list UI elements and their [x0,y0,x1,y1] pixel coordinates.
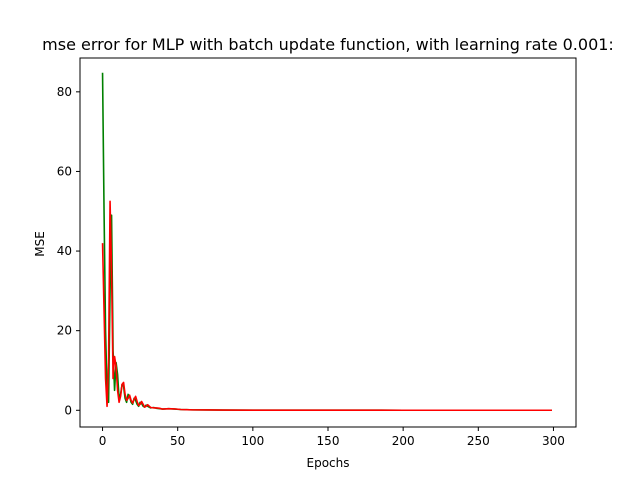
series-line-2 [101,200,552,412]
y-tick-label-0: 0 [64,403,72,417]
plot-area: 0 50 100 150 200 250 300 0 20 40 60 80 [57,57,577,448]
x-tick-label-100: 100 [241,434,264,448]
y-tick-label-60: 60 [57,164,72,178]
x-tick-label-300: 300 [542,434,565,448]
y-axis-label: MSE [33,231,47,257]
x-tick-label-250: 250 [467,434,490,448]
x-tick-label-0: 0 [99,434,107,448]
y-tick-label-20: 20 [57,324,72,338]
x-tick-label-200: 200 [392,434,415,448]
y-tick-label-40: 40 [57,244,72,258]
x-tick-label-50: 50 [170,434,185,448]
x-tick-label-150: 150 [317,434,340,448]
x-axis-label: Epochs [307,456,350,470]
y-tick-label-80: 80 [57,85,72,99]
chart-title: mse error for MLP with batch update func… [42,35,614,54]
